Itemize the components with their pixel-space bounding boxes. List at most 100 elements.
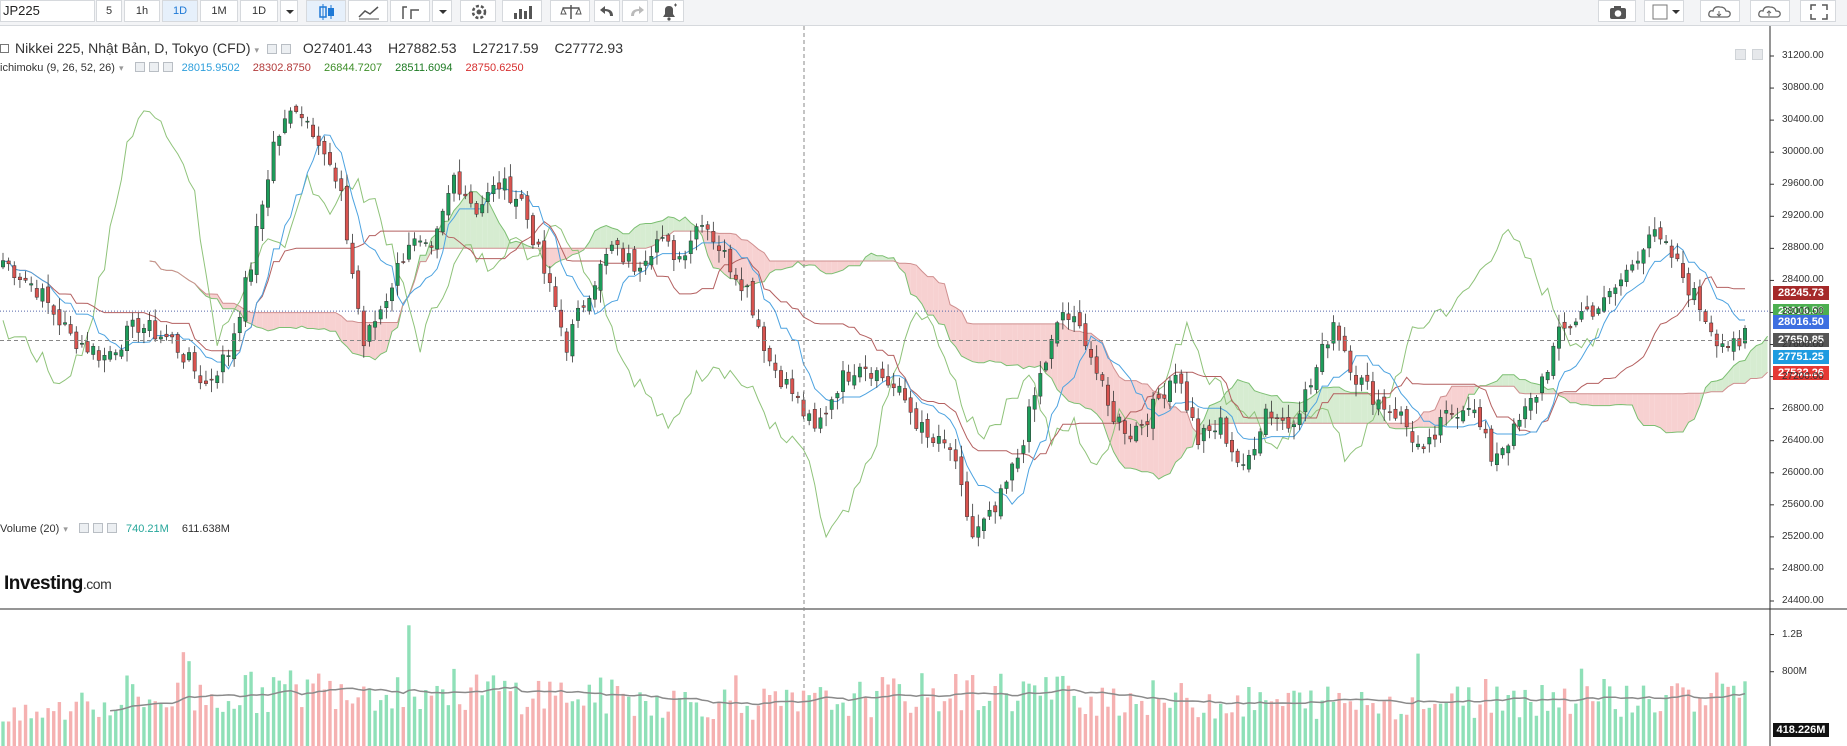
ichimoku-tenkan-value: 28015.9502 [181, 62, 240, 74]
camera-icon[interactable] [1598, 0, 1636, 22]
candle-down-body [1568, 326, 1573, 329]
candle [1675, 243, 1680, 262]
chart-area[interactable]: Nikkei 225, Nhật Bản, D, Tokyo (CFD) ▾ O2… [0, 26, 1847, 746]
cloud-segment [1632, 393, 1638, 419]
candle-down-body [948, 447, 953, 450]
volume-bar [1094, 715, 1099, 746]
gear-icon[interactable] [460, 0, 496, 22]
candle [429, 241, 434, 255]
candle [1404, 405, 1409, 437]
candle [1218, 406, 1223, 439]
interval-dropdown-icon[interactable] [280, 0, 298, 22]
indicators-icon[interactable] [348, 0, 388, 22]
candle-up-body [976, 526, 981, 538]
volume-settings-icon[interactable] [92, 523, 103, 533]
interval-1m-button[interactable]: 1M [200, 0, 238, 22]
drawing-dropdown-icon[interactable] [432, 0, 452, 22]
candle-up-body [655, 239, 659, 253]
fullscreen-icon[interactable] [1800, 0, 1836, 22]
layout-icon[interactable] [1644, 0, 1684, 22]
volume-bar [954, 674, 958, 746]
candle [1573, 318, 1578, 328]
candle-down-body [299, 114, 304, 119]
volume-bar [46, 708, 50, 746]
price-axis-label: 28000.00 [1782, 306, 1824, 318]
interval-custom-button[interactable]: 1D [240, 0, 278, 22]
interval-5-button[interactable]: 5 [96, 0, 122, 22]
volume-visibility-icon[interactable] [78, 523, 89, 533]
price-axis-label: 26000.00 [1782, 466, 1824, 478]
volume-bar [1579, 668, 1584, 746]
pane-close-icon[interactable] [1752, 49, 1763, 60]
volume-bar [486, 681, 490, 746]
candle-up-body [745, 285, 750, 288]
volume-dropdown-icon[interactable]: ▾ [63, 524, 68, 534]
cloud-segment [1491, 381, 1497, 387]
candle [226, 349, 231, 367]
cloud-segment [1508, 374, 1514, 387]
candle-up-body [1, 260, 5, 268]
volume-bar [1252, 710, 1257, 746]
candle [1410, 420, 1415, 453]
candle [953, 438, 958, 470]
toolbar: JP225 5 1h 1D 1M 1D [0, 0, 1847, 26]
candle-up-body [694, 226, 699, 240]
volume-bar [1055, 676, 1059, 746]
volume-close-icon[interactable] [106, 523, 117, 533]
candle-up-body [491, 185, 496, 195]
candle-up-body [395, 263, 400, 286]
alert-bell-icon[interactable] [652, 0, 684, 22]
redo-icon[interactable] [622, 0, 648, 22]
ichimoku-visibility-icon[interactable] [134, 62, 145, 72]
compare-chart-icon[interactable] [502, 0, 542, 22]
legend-settings-icon[interactable] [280, 44, 291, 54]
scale-balance-icon[interactable] [550, 0, 590, 22]
candle-up-body [220, 354, 225, 373]
candle-down-body [1421, 446, 1426, 449]
candle [683, 250, 688, 269]
cloud-segment [335, 312, 342, 342]
cloud-load-icon[interactable] [1700, 0, 1740, 22]
cloud-segment [1119, 376, 1125, 469]
volume-bar [925, 697, 930, 746]
candle-style-icon[interactable] [306, 0, 346, 22]
undo-icon[interactable] [594, 0, 620, 22]
candle [232, 323, 237, 367]
ichimoku-settings-icon[interactable] [148, 62, 159, 72]
cloud-segment [1626, 393, 1633, 406]
price-chart[interactable] [0, 26, 1847, 746]
interval-1h-button[interactable]: 1h [124, 0, 160, 22]
ichimoku-close-icon[interactable] [162, 62, 173, 72]
cloud-segment [662, 216, 669, 236]
cloud-segment [1457, 386, 1464, 414]
volume-bar [807, 695, 811, 746]
candle-down-body [671, 240, 676, 260]
symbol-input[interactable]: JP225 [0, 0, 95, 22]
candle-up-body [1308, 385, 1313, 388]
cloud-segment [1592, 393, 1599, 406]
pane-maximize-icon[interactable] [1735, 49, 1746, 60]
candle-down-body [192, 352, 197, 372]
cloud-segment [1519, 379, 1526, 394]
volume-bar [1421, 709, 1426, 746]
cloud-segment [1130, 380, 1137, 470]
drawing-tools-icon[interactable] [390, 0, 430, 22]
candle [373, 310, 378, 340]
legend-dropdown-icon[interactable]: ▾ [254, 45, 260, 55]
candle [1246, 449, 1251, 473]
candle [1331, 315, 1336, 351]
interval-1d-button[interactable]: 1D [162, 0, 198, 22]
legend-visibility-icon[interactable] [266, 44, 277, 54]
candle [559, 299, 564, 337]
volume-bar [1703, 705, 1708, 746]
ichimoku-dropdown-icon[interactable]: ▾ [118, 63, 124, 73]
candle-down-body [1449, 413, 1454, 415]
cloud-save-icon[interactable] [1750, 0, 1790, 22]
volume-bar [858, 681, 862, 746]
volume-bar [875, 690, 879, 746]
legend-collapse-icon[interactable] [0, 44, 9, 53]
candle [576, 300, 580, 328]
cloud-segment [1761, 336, 1768, 378]
volume-bar [1399, 713, 1403, 746]
candle-up-body [1399, 411, 1404, 416]
